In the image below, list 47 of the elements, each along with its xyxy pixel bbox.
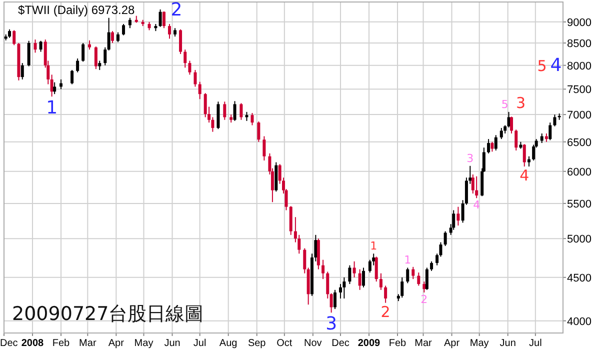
y-tick-label: 5500 xyxy=(567,198,592,210)
x-tick-label: Jul xyxy=(529,338,542,349)
x-tick-label: Apr xyxy=(108,338,125,349)
x-tick-label: Feb xyxy=(388,338,407,349)
y-tick-label: 4500 xyxy=(567,272,592,284)
y-tick-label: 7000 xyxy=(567,110,592,122)
x-tick-label: Nov xyxy=(304,338,322,349)
annotation: 1 xyxy=(404,254,412,267)
y-tick-label: 7500 xyxy=(567,84,592,96)
annotation: 3 xyxy=(326,314,338,335)
x-tick-label: May xyxy=(470,338,489,349)
annotation: 4 xyxy=(520,166,530,185)
chart-title: $TWII (Daily) 6973.28 xyxy=(18,3,136,17)
annotation: 4 xyxy=(550,55,562,76)
annotation: 2 xyxy=(170,0,182,20)
annotation: 5 xyxy=(501,98,508,111)
x-tick-label: Apr xyxy=(444,338,460,349)
x-tick-label: Aug xyxy=(219,338,238,349)
annotation: 4 xyxy=(473,198,480,212)
x-tick-label: Sep xyxy=(248,338,266,349)
annotation: 1 xyxy=(46,98,58,119)
annotation: 1 xyxy=(370,240,378,253)
y-tick-label: 9000 xyxy=(567,16,592,29)
y-tick-label: 6500 xyxy=(567,136,592,149)
y-tick-label: 4000 xyxy=(567,316,592,328)
annotation: 2 xyxy=(420,292,428,306)
y-tick-label: 5000 xyxy=(567,234,592,246)
y-tick-label: 6000 xyxy=(567,166,592,178)
x-tick-label: Dec xyxy=(332,338,350,349)
x-tick-label: 2009 xyxy=(358,338,381,349)
x-tick-label: May xyxy=(134,338,154,349)
annotation: 20090727台股日線圖 xyxy=(12,303,204,325)
y-tick-label: 8500 xyxy=(567,38,592,50)
x-tick-label: 2008 xyxy=(21,338,44,349)
x-tick-label: Mar xyxy=(79,338,97,349)
x-tick-label: Jun xyxy=(164,338,180,349)
y-tick-label: 8000 xyxy=(567,60,592,72)
annotation: 3 xyxy=(466,152,474,165)
x-tick-label: Jun xyxy=(500,338,516,349)
x-tick-label: Mar xyxy=(414,338,433,349)
annotation: 5 xyxy=(537,57,547,75)
annotation: 3 xyxy=(516,94,526,112)
annotation: 2 xyxy=(380,303,390,322)
x-tick-label: Jul xyxy=(193,338,206,349)
x-tick-label: Feb xyxy=(52,338,70,349)
x-tick-label: Oct xyxy=(276,338,292,349)
x-tick-label: Dec xyxy=(0,338,18,349)
